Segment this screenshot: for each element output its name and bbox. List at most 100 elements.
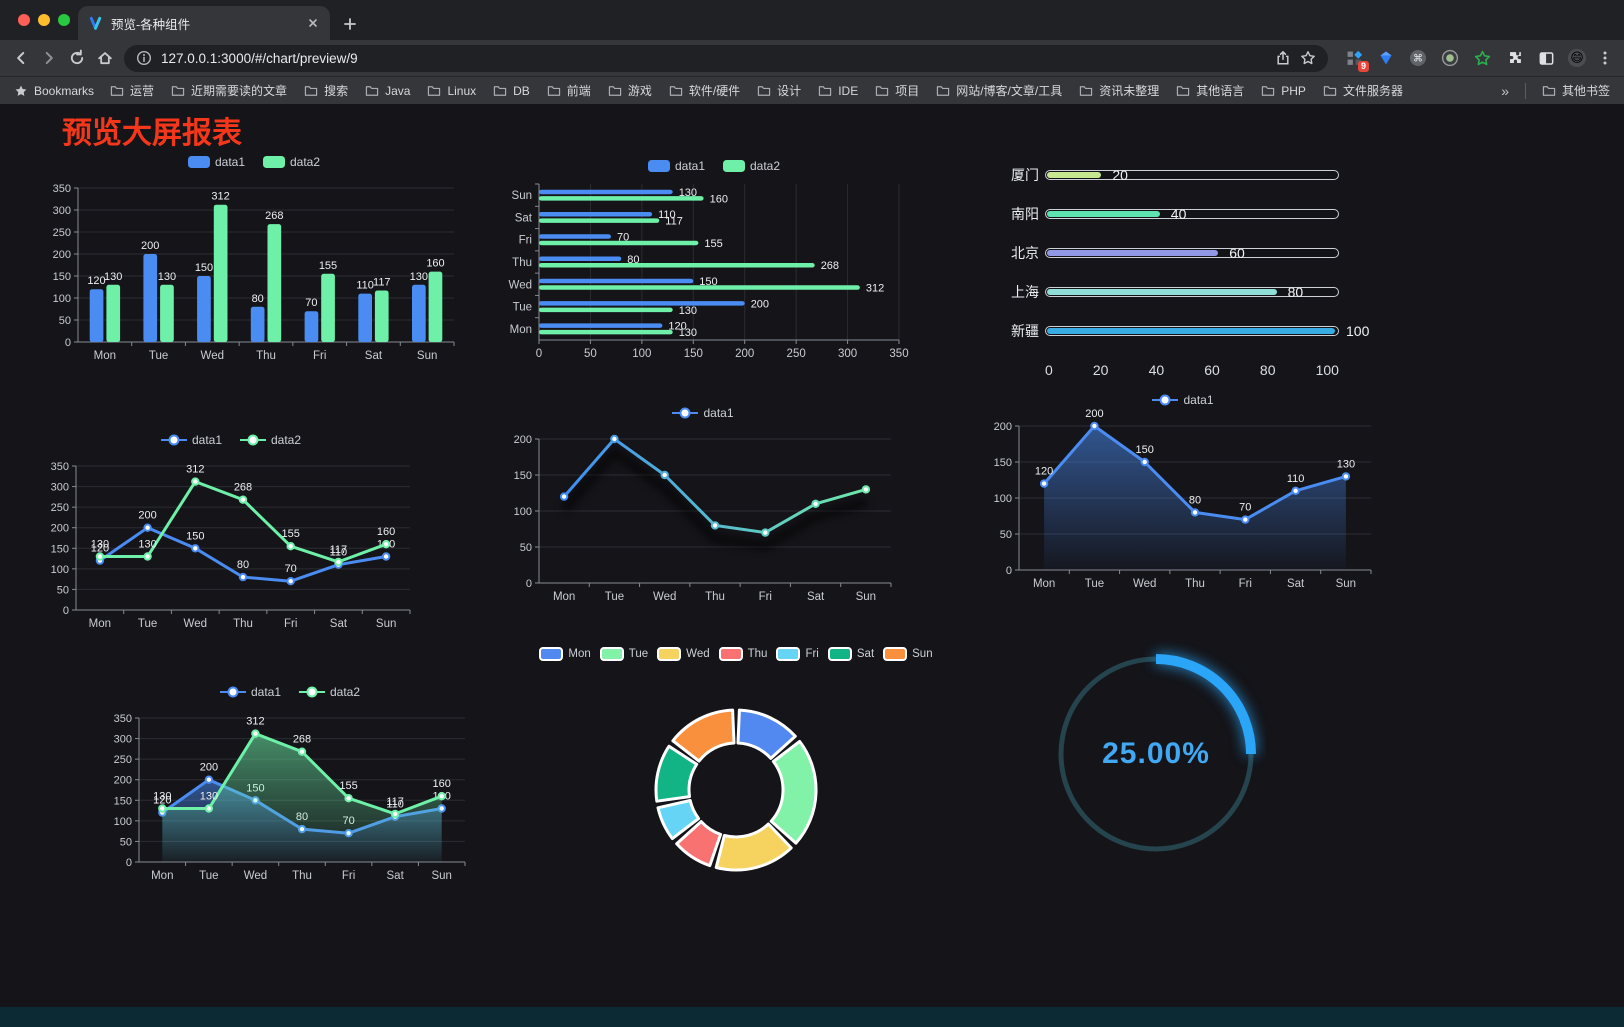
extension-record-icon[interactable] <box>1440 48 1460 68</box>
legend-item-data2[interactable]: data2 <box>723 159 780 173</box>
extension-sidebar-icon[interactable] <box>1536 48 1556 68</box>
hbar-data2-Sun <box>539 196 704 201</box>
extension-green-star-icon[interactable] <box>1472 48 1492 68</box>
area-single-canvas: 0 50 100 150 200 Mon Tue Wed Thu Fri Sat Sun 120 200 1… <box>994 408 1372 590</box>
legend-item-data1[interactable]: data1 <box>187 155 245 169</box>
bookmark-folder-IDE[interactable]: IDE <box>818 84 858 98</box>
svg-text:120: 120 <box>153 795 171 807</box>
home-button[interactable] <box>96 49 114 67</box>
legend-item-data1[interactable]: data1 <box>219 685 281 699</box>
legend-item-Tue[interactable]: Tue <box>599 647 648 661</box>
donut-slice-Fri[interactable] <box>656 799 701 841</box>
extension-gem-icon[interactable] <box>1376 48 1396 68</box>
bookmark-folder-PHP[interactable]: PHP <box>1261 84 1306 98</box>
legend-item-Thu[interactable]: Thu <box>718 647 767 661</box>
svg-text:155: 155 <box>704 238 722 250</box>
legend-item-Wed[interactable]: Wed <box>657 647 710 661</box>
extension-grid-icon[interactable]: 9 <box>1344 48 1369 72</box>
extension-command-icon[interactable]: ⌘ <box>1408 48 1428 68</box>
axis-tick-label: 60 <box>1204 362 1220 378</box>
donut-slice-Sun[interactable] <box>671 708 736 763</box>
bookmark-folder-软件/硬件[interactable]: 软件/硬件 <box>669 82 740 99</box>
browser-menu-button[interactable] <box>1598 50 1612 66</box>
donut-slice-Sat[interactable] <box>654 744 699 803</box>
bookmark-folder-游戏[interactable]: 游戏 <box>608 82 652 99</box>
legend-line-dot-icon <box>219 686 246 698</box>
bookmark-folder-近期需要读的文章[interactable]: 近期需要读的文章 <box>171 82 287 99</box>
back-button[interactable] <box>12 49 30 67</box>
progress-track: 60 <box>1045 245 1339 261</box>
share-button[interactable] <box>1275 50 1291 66</box>
bookmark-folder-Linux[interactable]: Linux <box>427 84 476 98</box>
puzzle-icon <box>1509 51 1521 63</box>
legend-item-data2[interactable]: data2 <box>299 685 360 699</box>
bookmark-folder-前端[interactable]: 前端 <box>547 82 591 99</box>
tab-favicon-icon <box>89 16 102 30</box>
legend-item-Fri[interactable]: Fri <box>776 647 819 661</box>
bookmark-star-button[interactable] <box>1300 50 1316 66</box>
window-minimize-button[interactable] <box>38 14 50 26</box>
bookmark-label: 项目 <box>895 84 920 98</box>
bookmarks-bar: Bookmarks 运营 近期需要读的文章 搜索 Java Linux DB 前端 游戏 软件/… <box>0 76 1624 104</box>
address-bar[interactable]: 127.0.0.1:3000/#/chart/preview/9 <box>124 44 1328 72</box>
legend-item-data2[interactable]: data2 <box>240 433 301 447</box>
legend-line-dot-icon <box>160 434 187 446</box>
bookmark-folder-其他语言[interactable]: 其他语言 <box>1176 82 1244 99</box>
bookmark-folder-搜索[interactable]: 搜索 <box>304 82 348 99</box>
bookmarks-menu[interactable]: Bookmarks <box>14 84 94 98</box>
legend-item-Sat[interactable]: Sat <box>827 647 874 661</box>
progress-track: 20 <box>1045 167 1339 183</box>
donut-slice-Thu[interactable] <box>675 820 723 868</box>
legend-item-Sun[interactable]: Sun <box>883 647 933 661</box>
donut-slice-Wed[interactable] <box>714 822 793 872</box>
legend-item-data1[interactable]: data1 <box>160 433 222 447</box>
hbar-data1-Fri <box>539 234 611 239</box>
browser-tab[interactable]: 预览-各种组件 <box>78 6 330 40</box>
bar-data1-Thu <box>250 306 265 342</box>
forward-button[interactable] <box>40 49 58 67</box>
svg-text:100: 100 <box>114 816 132 828</box>
legend-item-Mon[interactable]: Mon <box>539 647 591 661</box>
tab-close-icon[interactable] <box>306 16 320 30</box>
legend-label: data1 <box>703 406 734 420</box>
svg-text:155: 155 <box>339 780 357 792</box>
window-zoom-button[interactable] <box>58 14 70 26</box>
svg-text:Fri: Fri <box>759 591 772 603</box>
new-tab-button[interactable] <box>342 16 358 32</box>
bookmark-folder-文件服务器[interactable]: 文件服务器 <box>1323 82 1403 99</box>
extension-puzzle-icon[interactable] <box>1504 48 1524 68</box>
svg-text:200: 200 <box>138 510 156 522</box>
legend-item-data1[interactable]: data1 <box>1152 393 1214 407</box>
svg-text:80: 80 <box>237 559 249 571</box>
svg-text:300: 300 <box>114 734 132 746</box>
svg-text:50: 50 <box>59 315 71 327</box>
svg-text:Fri: Fri <box>313 350 326 362</box>
reload-button[interactable] <box>68 49 86 67</box>
bookmark-folder-运营[interactable]: 运营 <box>110 82 154 99</box>
legend-item-data2[interactable]: data2 <box>263 155 320 169</box>
ring-progress-canvas <box>1058 654 1256 852</box>
bar-data1-Sun <box>412 284 426 342</box>
bar-data1-Fri <box>304 311 319 342</box>
bookmarks-overflow-button[interactable]: » <box>1501 82 1509 99</box>
donut-slice-Mon[interactable] <box>736 708 797 760</box>
bookmark-folder-设计[interactable]: 设计 <box>757 82 801 99</box>
legend-item-data1[interactable]: data1 <box>647 159 705 173</box>
bookmark-folder-项目[interactable]: 项目 <box>875 82 919 99</box>
window-close-button[interactable] <box>18 14 30 26</box>
hbar-data1-Sun <box>539 189 673 195</box>
legend-item-data1[interactable]: data1 <box>672 406 734 420</box>
bookmark-folder-Java[interactable]: Java <box>365 84 410 98</box>
bookmark-folder-资讯未整理[interactable]: 资讯未整理 <box>1079 82 1159 99</box>
bookmark-folder-网站/博客/文章/工具[interactable]: 网站/博客/文章/工具 <box>936 82 1062 99</box>
grid-diamond-icon <box>1347 50 1362 65</box>
page-info-icon[interactable] <box>136 50 152 66</box>
svg-text:Thu: Thu <box>705 591 725 603</box>
progress-fill <box>1047 289 1277 295</box>
donut-slice-Tue[interactable] <box>769 739 818 845</box>
other-bookmarks-folder[interactable]: 其他书签 <box>1542 82 1610 99</box>
svg-text:100: 100 <box>53 293 71 305</box>
profile-avatar[interactable]: 😄 <box>1568 49 1586 67</box>
bookmark-folder-DB[interactable]: DB <box>493 84 530 98</box>
svg-text:100: 100 <box>51 564 69 576</box>
